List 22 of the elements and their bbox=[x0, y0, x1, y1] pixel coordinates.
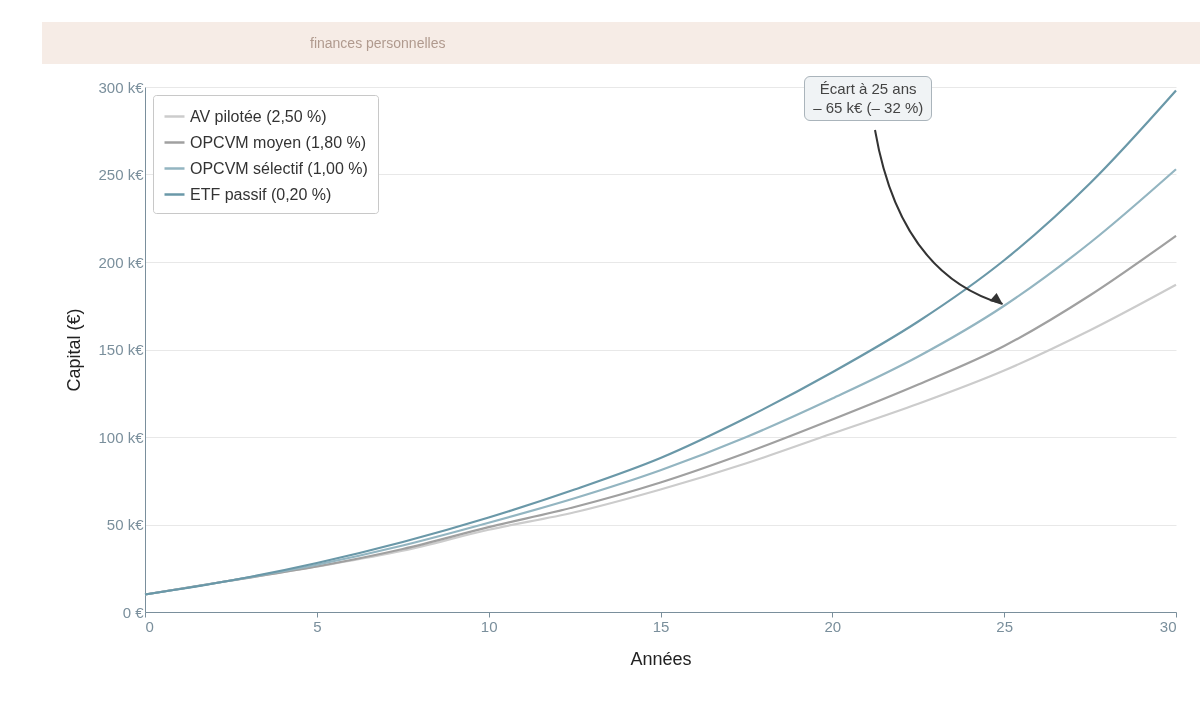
x-tick-label: 10 bbox=[480, 617, 498, 635]
legend-label: OPCVM moyen (1,80 %) bbox=[190, 133, 367, 151]
y-tick-label: 300 k€ bbox=[98, 78, 145, 96]
annotation: Écart à 25 ans – 65 k€ (– 32 %) bbox=[804, 75, 933, 122]
y-tick-label: 250 k€ bbox=[98, 166, 145, 183]
legend-label: OPCVM sélectif (1,00 %) bbox=[190, 159, 368, 177]
chart-subtitle: finances personnelles bbox=[310, 35, 446, 51]
x-axis-title: Années bbox=[630, 648, 692, 669]
x-tick-label: 20 bbox=[824, 617, 842, 635]
y-axis-title: Capital (€) bbox=[64, 308, 85, 392]
y-tick-label: 0 € bbox=[122, 603, 145, 621]
x-tick-label: 25 bbox=[996, 617, 1014, 635]
x-tick-label: 30 bbox=[1159, 617, 1177, 635]
legend-label: AV pilotée (2,50 %) bbox=[190, 107, 327, 125]
y-tick-label: 50 k€ bbox=[106, 516, 145, 533]
y-tick-label: 100 k€ bbox=[98, 428, 145, 446]
x-tick-label: 15 bbox=[652, 617, 670, 635]
legend-label: ETF passif (0,20 %) bbox=[190, 185, 332, 203]
x-tick-label: 5 bbox=[313, 617, 322, 635]
y-tick-label: 200 k€ bbox=[98, 253, 145, 271]
y-tick-label: 150 k€ bbox=[98, 341, 145, 358]
x-tick-label: 0 bbox=[145, 617, 154, 635]
